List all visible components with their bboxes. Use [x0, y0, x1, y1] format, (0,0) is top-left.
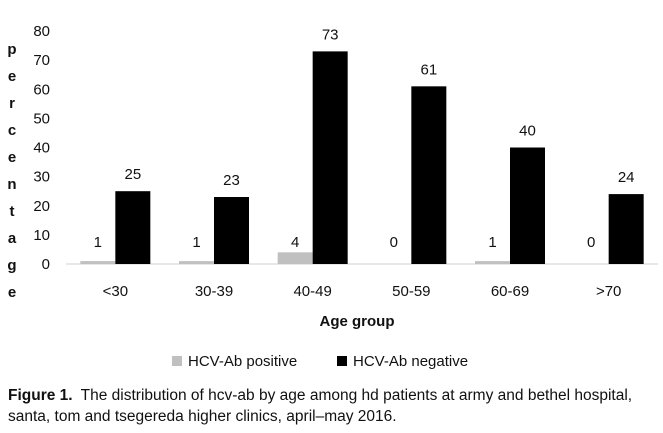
legend-swatch	[172, 356, 182, 366]
y-axis-title-letter: r	[9, 95, 15, 112]
y-axis-title-letter: a	[8, 230, 17, 247]
data-label: 40	[519, 123, 536, 140]
y-axis-title-letter: e	[8, 149, 16, 166]
y-tick-label: 30	[33, 169, 50, 186]
data-label: 0	[390, 234, 398, 251]
legend-label: HCV-Ab negative	[353, 353, 468, 370]
y-tick-label: 50	[33, 110, 50, 127]
x-tick-label: <30	[103, 283, 128, 300]
x-tick-label: 40-49	[293, 283, 331, 300]
legend: HCV-Ab positive HCV-Ab negative	[172, 353, 468, 370]
y-axis-title-letter: n	[7, 176, 16, 193]
bar-negative	[609, 194, 644, 264]
legend-label: HCV-Ab positive	[188, 353, 297, 370]
x-axis-ticks: <30 30-39 40-49 50-59 60-69 >70	[103, 283, 622, 300]
caption-label: Figure 1.	[8, 387, 73, 404]
y-axis-title-letter: e	[8, 68, 16, 85]
bar-positive	[278, 252, 313, 264]
data-label: 61	[420, 61, 437, 78]
bar-negative	[214, 197, 249, 264]
x-axis-title: Age group	[320, 313, 395, 330]
data-label: 1	[192, 234, 200, 251]
y-axis-title-letter: t	[10, 203, 15, 220]
data-label: 23	[223, 172, 240, 189]
data-label: 1	[94, 234, 102, 251]
y-axis-title-letter: p	[7, 41, 16, 58]
y-axis-title-letter: c	[8, 122, 16, 139]
y-tick-label: 20	[33, 198, 50, 215]
data-label: 24	[618, 169, 635, 186]
bar-negative	[510, 148, 545, 265]
y-tick-label: 60	[33, 81, 50, 98]
y-tick-label: 70	[33, 52, 50, 69]
x-tick-label: >70	[596, 283, 621, 300]
data-label: 25	[124, 166, 141, 183]
y-tick-label: 80	[33, 23, 50, 40]
y-axis-title-letter: g	[7, 257, 16, 274]
x-tick-label: 30-39	[195, 283, 233, 300]
data-label: 1	[488, 234, 496, 251]
y-tick-label: 0	[42, 256, 50, 273]
caption-text: The distribution of hcv-ab by age among …	[8, 387, 632, 425]
bar-negative	[115, 191, 150, 264]
x-tick-label: 50-59	[392, 283, 430, 300]
x-tick-label: 60-69	[491, 283, 529, 300]
bar-positive	[80, 261, 115, 264]
bar-positive	[475, 261, 510, 264]
bar-negative	[411, 86, 446, 264]
y-tick-label: 10	[33, 227, 50, 244]
figure-caption: Figure 1. The distribution of hcv-ab by …	[8, 385, 658, 427]
y-axis-title-letter: e	[8, 284, 16, 301]
bar-negative	[313, 51, 348, 264]
data-label: 4	[291, 234, 299, 251]
bars	[80, 51, 643, 264]
data-labels: 1 25 1 23 4 73 0 61 1 40 0 24	[94, 26, 635, 251]
data-label: 73	[322, 26, 339, 43]
y-axis-ticks: 0 10 20 30 40 50 60 70 80	[33, 23, 50, 273]
data-label: 0	[587, 234, 595, 251]
y-tick-label: 40	[33, 140, 50, 157]
legend-swatch	[337, 356, 347, 366]
bar-positive	[179, 261, 214, 264]
